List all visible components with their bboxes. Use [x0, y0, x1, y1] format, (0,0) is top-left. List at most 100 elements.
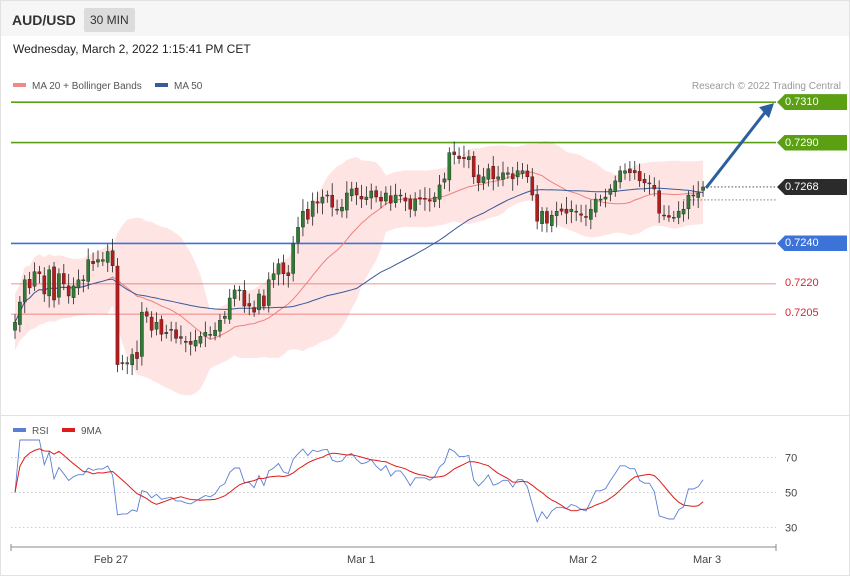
candle-body — [457, 155, 461, 159]
candle-body — [208, 334, 213, 336]
candle — [27, 271, 32, 295]
candle — [345, 181, 349, 219]
candle — [37, 265, 42, 284]
candle — [428, 188, 432, 212]
candle — [452, 141, 457, 165]
candle-body — [413, 198, 417, 211]
candle — [388, 185, 393, 211]
candle-body — [437, 184, 442, 200]
candle — [227, 288, 232, 324]
candle-body — [398, 194, 403, 197]
level-label-0.7220: 0.7220 — [785, 276, 819, 289]
candle-body — [18, 301, 22, 325]
candle — [76, 269, 81, 295]
candle — [96, 250, 100, 268]
candle — [310, 192, 315, 226]
candle-body — [686, 194, 691, 210]
ma9-swatch — [62, 428, 75, 433]
candle-body — [22, 279, 27, 303]
candle — [662, 205, 666, 221]
candle — [608, 184, 613, 202]
candle — [101, 251, 105, 267]
candle — [423, 187, 427, 211]
moving-averages — [14, 171, 704, 340]
candle-body — [223, 315, 227, 319]
candle-body — [388, 195, 393, 204]
candle-body — [452, 151, 457, 155]
candle-body — [447, 152, 452, 181]
candle-body — [364, 196, 369, 200]
candle-body — [105, 251, 110, 263]
candle — [130, 348, 134, 376]
x-tick-label-1: Mar 1 — [347, 554, 375, 566]
candle-body — [520, 170, 525, 174]
candle — [315, 191, 320, 214]
legend-ma50: MA 50 — [155, 81, 202, 92]
candle-body — [672, 217, 676, 219]
candle — [62, 263, 66, 291]
candle — [91, 252, 95, 271]
candle-body — [618, 170, 622, 183]
candle — [642, 173, 647, 192]
candle — [86, 248, 90, 290]
candle-body — [369, 190, 374, 199]
candle-body — [286, 272, 291, 276]
candle-body — [428, 199, 432, 202]
candle — [613, 175, 618, 197]
candle-body — [637, 171, 642, 182]
candle-body — [276, 263, 281, 275]
candle-body — [169, 329, 173, 331]
candle-body — [91, 261, 95, 264]
candle-body — [628, 168, 632, 174]
candle — [515, 161, 520, 186]
timeframe-button[interactable]: 30 MIN — [84, 8, 135, 32]
candle-body — [47, 269, 51, 297]
candle-body — [257, 293, 261, 311]
candle — [481, 167, 486, 190]
candle-body — [144, 311, 149, 317]
candle — [81, 275, 86, 293]
candle — [676, 201, 681, 225]
candle — [667, 205, 671, 222]
candle-body — [232, 289, 237, 299]
candle-body — [42, 275, 47, 295]
candle-body — [393, 194, 398, 203]
candle — [349, 181, 354, 202]
candle — [359, 184, 364, 208]
candle — [584, 204, 588, 227]
candle-body — [418, 197, 422, 200]
bollinger-band-area — [15, 140, 704, 396]
candle-body — [340, 206, 344, 212]
candle-body — [642, 178, 647, 184]
candle — [183, 335, 188, 353]
candle-body — [301, 210, 305, 228]
panel-separator — [1, 415, 849, 416]
candle — [545, 207, 549, 233]
candle-body — [227, 297, 232, 320]
candle — [408, 194, 413, 218]
candle-body — [174, 329, 178, 339]
candle — [252, 300, 256, 317]
candle-body — [569, 208, 574, 212]
candle-body — [149, 316, 154, 331]
candle — [491, 156, 496, 191]
candle — [159, 315, 164, 342]
candle-body — [179, 336, 183, 339]
candle — [579, 204, 583, 223]
candle — [510, 166, 515, 191]
candle — [281, 254, 286, 286]
candle — [276, 258, 281, 286]
x-axis: Feb 27 Mar 1 Mar 2 Mar 3 — [10, 544, 777, 566]
candle — [125, 356, 130, 375]
symbol-title: AUD/USD — [12, 12, 76, 28]
candle-body — [676, 210, 681, 218]
candle-body — [266, 279, 271, 306]
candle — [179, 325, 183, 345]
candle — [242, 280, 247, 313]
candle — [647, 175, 652, 195]
candle-body — [598, 198, 603, 201]
candle — [42, 267, 47, 302]
candle-body — [52, 266, 56, 301]
candle — [213, 322, 217, 341]
candle — [696, 181, 700, 209]
